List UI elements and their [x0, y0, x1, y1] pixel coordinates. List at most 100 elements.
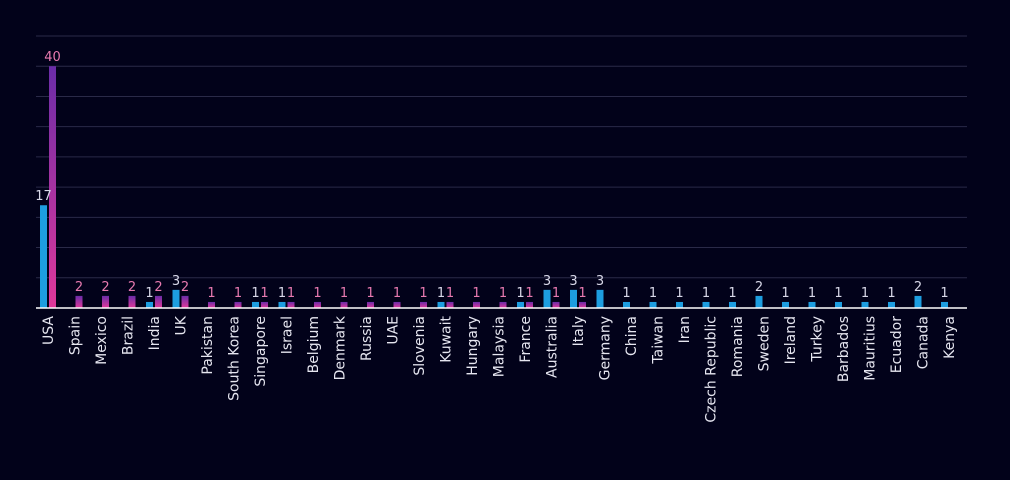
data-label-series-b: 1 [446, 286, 454, 301]
data-label-series-b: 1 [499, 286, 507, 301]
bar-series-b [446, 301, 454, 308]
data-label-series-a: 1 [861, 286, 869, 301]
bar-series-b [155, 295, 162, 308]
data-label-series-a: 1 [516, 286, 524, 301]
data-label-series-a: 1 [808, 286, 816, 301]
category-label: Taiwan [651, 316, 667, 365]
data-label-series-b: 40 [44, 50, 61, 65]
data-label-series-b: 2 [154, 280, 162, 295]
data-label-series-a: 1 [940, 286, 948, 301]
data-label-series-a: 17 [35, 189, 52, 204]
bar-series-b [420, 301, 427, 308]
bar-series-b [552, 301, 560, 308]
bar-series-b [499, 301, 507, 308]
bar-series-a [596, 289, 604, 308]
bar-series-b [473, 301, 480, 308]
bar-series-b [526, 301, 533, 308]
bar-series-b [75, 295, 83, 308]
bar-series-b [367, 301, 374, 308]
bar-series-a [543, 289, 551, 308]
bar-series-a [755, 295, 763, 308]
data-label-series-b: 1 [578, 286, 586, 301]
category-label: Sweden [757, 316, 773, 371]
category-label: Pakistan [200, 316, 216, 375]
category-label: India [147, 316, 163, 350]
data-label-series-b: 1 [234, 286, 242, 301]
bar-series-a [676, 301, 683, 308]
category-label: Mauritius [863, 316, 879, 381]
data-label-series-a: 1 [675, 286, 683, 301]
data-label-series-a: 1 [649, 286, 657, 301]
gridlines [36, 35, 967, 279]
bar-series-b [261, 301, 268, 308]
data-label-series-b: 2 [75, 280, 83, 295]
data-label-series-b: 1 [366, 286, 374, 301]
data-label-series-b: 1 [393, 286, 401, 301]
category-label: Belgium [306, 316, 322, 373]
bar-series-a [782, 301, 789, 308]
data-label-series-b: 1 [260, 286, 268, 301]
bar-series-a [252, 301, 259, 308]
bar-series-b [102, 295, 109, 308]
bar-series-b [208, 301, 215, 308]
bars [40, 66, 948, 308]
category-label: Ecuador [889, 316, 905, 373]
data-label-series-b: 2 [181, 280, 189, 295]
category-label: Mexico [94, 316, 110, 365]
category-label: France [518, 316, 534, 363]
category-label: Canada [916, 316, 932, 369]
category-label: USA [41, 316, 57, 345]
bar-series-a [40, 205, 47, 308]
category-label: UK [174, 315, 190, 335]
bar-series-a [649, 301, 657, 308]
data-label-series-a: 1 [887, 286, 895, 301]
bar-series-a [729, 301, 736, 308]
bar-series-a [517, 301, 524, 308]
bar-series-a [835, 301, 842, 308]
category-label: Kuwait [439, 315, 455, 362]
bar-series-b [128, 295, 136, 308]
category-label: Hungary [465, 316, 481, 376]
data-label-series-a: 1 [834, 286, 842, 301]
bar-series-a [570, 289, 577, 308]
category-label: Russia [359, 316, 375, 361]
category-label: Brazil [121, 316, 137, 355]
data-label-series-a: 3 [569, 274, 577, 289]
data-label-series-a: 2 [914, 280, 922, 295]
category-label: Barbados [836, 316, 852, 382]
bar-series-b [234, 301, 242, 308]
data-label-series-a: 1 [145, 286, 153, 301]
category-label: Iran [677, 316, 693, 343]
bar-series-b [49, 66, 56, 308]
bar-series-a [941, 301, 948, 308]
category-label: Singapore [253, 316, 269, 387]
bar-series-b [393, 301, 401, 308]
data-label-series-a: 3 [596, 274, 604, 289]
bar-series-a [808, 301, 816, 308]
category-label: Malaysia [492, 316, 508, 377]
category-label: South Korea [227, 316, 243, 401]
bar-series-b [287, 301, 295, 308]
data-label-series-b: 1 [472, 286, 480, 301]
bar-series-b [579, 301, 586, 308]
category-labels: USA Spain Mexico Brazil India UK Pakistan South… [41, 315, 958, 422]
category-label: Ireland [783, 316, 799, 364]
data-label-series-a: 2 [755, 280, 763, 295]
category-label: Spain [68, 316, 84, 355]
data-label-series-a: 1 [437, 286, 445, 301]
category-label: UAE [386, 316, 402, 345]
category-label: Slovenia [412, 316, 428, 376]
data-label-series-a: 1 [278, 286, 286, 301]
data-label-series-b: 1 [340, 286, 348, 301]
bar-series-a [861, 301, 869, 308]
bar-series-a [702, 301, 710, 308]
bar-series-a [888, 301, 895, 308]
category-label: Czech Republic [704, 316, 720, 423]
category-label: Italy [571, 316, 587, 346]
data-label-series-b: 2 [128, 280, 136, 295]
bar-series-a [914, 295, 922, 308]
data-label-series-a: 3 [543, 274, 551, 289]
data-label-series-b: 1 [313, 286, 321, 301]
bar-series-a [172, 289, 180, 308]
data-label-series-b: 2 [101, 280, 109, 295]
